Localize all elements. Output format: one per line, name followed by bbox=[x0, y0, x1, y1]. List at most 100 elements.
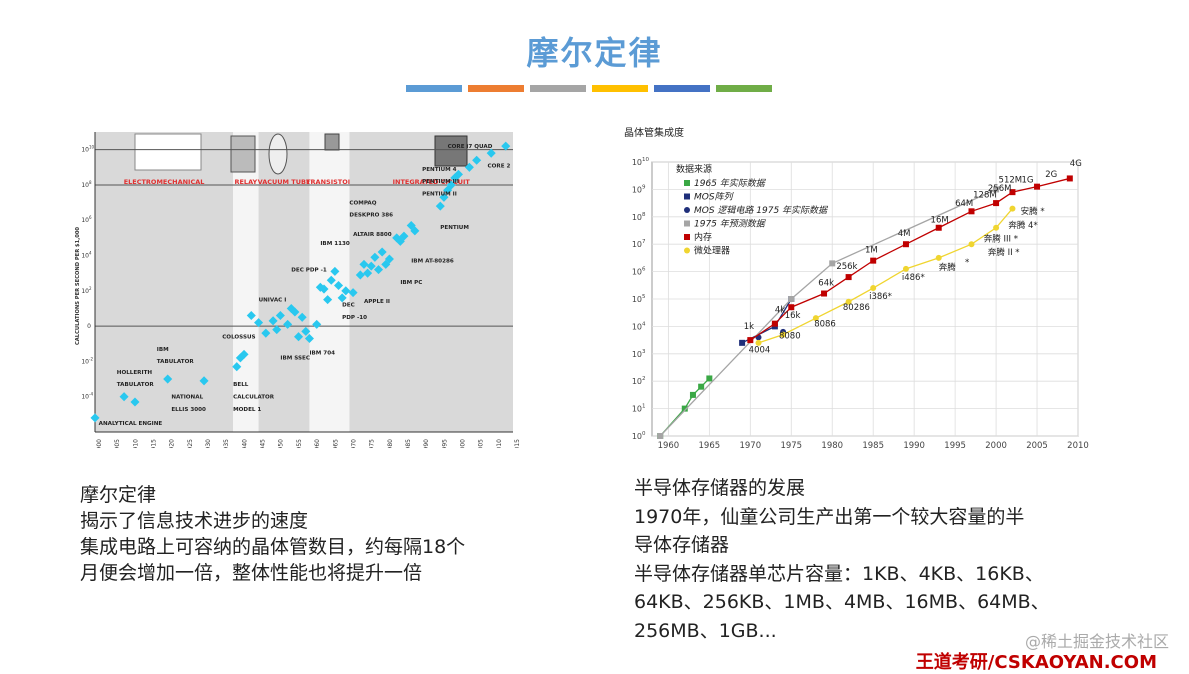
x-tick-label: 1965 bbox=[332, 439, 339, 448]
slide-title: 摩尔定律 bbox=[526, 34, 663, 72]
series-point bbox=[821, 290, 828, 297]
point-annotation: * bbox=[965, 258, 969, 268]
era-band bbox=[258, 132, 310, 432]
accent-color-bar bbox=[406, 85, 772, 92]
point-annotation: 64k bbox=[818, 278, 834, 288]
data-point bbox=[366, 261, 376, 271]
point-annotation: ANALYTICAL ENGINE bbox=[99, 421, 163, 427]
x-tick-label: 2005 bbox=[1026, 441, 1048, 451]
data-point bbox=[130, 397, 140, 407]
point-annotation: COLOSSUS bbox=[222, 334, 255, 340]
legend-label: 内存 bbox=[694, 231, 712, 243]
series-point bbox=[689, 391, 696, 398]
data-point bbox=[439, 192, 449, 202]
series-point bbox=[698, 383, 705, 390]
point-annotation: IBM 1130 bbox=[320, 241, 350, 247]
y-tick-exponent: 6 bbox=[642, 267, 646, 273]
data-point bbox=[464, 162, 474, 172]
x-tick-label: 1905 bbox=[114, 439, 121, 448]
series-point bbox=[993, 224, 1000, 231]
caption-line: 1970年，仙童公司生产出第一个较大容量的半 bbox=[634, 505, 1025, 528]
x-tick-label: 1935 bbox=[223, 439, 230, 448]
point-annotation: 512M bbox=[999, 176, 1023, 186]
data-point bbox=[337, 293, 347, 303]
point-annotation: 4M bbox=[898, 229, 911, 239]
x-tick-label: 1925 bbox=[187, 439, 194, 448]
point-annotation: NATIONAL bbox=[171, 394, 203, 400]
y-tick-label: 10 bbox=[632, 213, 642, 222]
series-point bbox=[1066, 175, 1073, 182]
y-tick-label: 10 bbox=[81, 358, 89, 365]
y-tick-exponent: 2 bbox=[642, 376, 646, 382]
y-tick-label: 10 bbox=[81, 217, 89, 224]
point-annotation: TABULATOR bbox=[117, 382, 155, 388]
y-tick-zero: 0 bbox=[87, 323, 91, 330]
point-annotation: IBM AT-80286 bbox=[411, 259, 454, 265]
vacuum-tube-illustration bbox=[268, 133, 288, 175]
legend-marker bbox=[684, 247, 690, 254]
x-tick-label: 1965 bbox=[699, 441, 721, 451]
era-label: VACUUM TUBE bbox=[258, 178, 311, 186]
data-point bbox=[359, 259, 369, 269]
x-tick-label: 2010 bbox=[496, 439, 503, 448]
point-annotation: 64M bbox=[955, 199, 973, 209]
y-tick-label: 10 bbox=[632, 377, 642, 386]
y-tick-exponent: 1 bbox=[642, 404, 646, 410]
brand-link[interactable]: 王道考研/CSKAOYAN.COM bbox=[915, 652, 1157, 673]
point-annotation: 4G bbox=[1070, 159, 1082, 169]
point-annotation: PENTIUM 4 bbox=[422, 167, 457, 173]
legend-marker bbox=[684, 234, 690, 240]
series-point bbox=[993, 186, 1000, 193]
series-point bbox=[902, 265, 909, 272]
data-point bbox=[410, 226, 420, 236]
data-point bbox=[446, 180, 456, 190]
caption-line: 揭示了信息技术进步的速度 bbox=[80, 510, 309, 532]
series-point bbox=[968, 208, 975, 215]
point-annotation: HOLLERITH bbox=[117, 370, 153, 376]
era-label: TRANSISTOR bbox=[306, 178, 353, 186]
era-label: RELAY bbox=[234, 178, 257, 186]
point-annotation: 1k bbox=[744, 322, 754, 332]
series-point bbox=[771, 320, 778, 327]
series-point bbox=[1009, 205, 1016, 212]
x-tick-label: 1950 bbox=[278, 439, 285, 448]
y-tick-label: 10 bbox=[632, 405, 642, 414]
accent-segment bbox=[592, 85, 648, 92]
y-tick-label: 10 bbox=[632, 432, 642, 441]
point-annotation: DESKPRO 386 bbox=[349, 213, 393, 219]
x-tick-label: 1980 bbox=[387, 439, 394, 448]
point-annotation: 256M bbox=[988, 184, 1012, 194]
point-annotation: 奔腾 bbox=[939, 262, 957, 273]
x-tick-label: 1990 bbox=[903, 441, 925, 451]
x-tick-label: 1985 bbox=[862, 441, 884, 451]
accent-segment bbox=[654, 85, 710, 92]
series-point bbox=[780, 331, 787, 338]
point-annotation: ELLIS 3000 bbox=[171, 407, 206, 413]
y-tick-label: 10 bbox=[632, 322, 642, 331]
point-annotation: CORE i7 QUAD bbox=[448, 144, 493, 150]
point-annotation: DEC PDP -1 bbox=[291, 267, 327, 273]
legend-marker bbox=[684, 180, 690, 186]
era-band bbox=[233, 132, 259, 432]
point-annotation: BELL bbox=[233, 382, 249, 388]
x-tick-label: 2005 bbox=[478, 439, 485, 448]
series-point bbox=[902, 241, 909, 248]
y-tick-exponent: 4 bbox=[89, 251, 92, 256]
era-band bbox=[95, 132, 234, 432]
point-annotation: PENTIUM II bbox=[422, 192, 457, 198]
point-annotation: APPLE II bbox=[364, 299, 390, 305]
x-tick-label: 1995 bbox=[944, 441, 966, 451]
point-annotation: UNIVAC I bbox=[259, 297, 287, 303]
era-label: ELECTROMECHANICAL bbox=[124, 178, 205, 186]
point-annotation: IBM SSEC bbox=[280, 356, 310, 362]
y-tick-exponent: 10 bbox=[642, 157, 649, 163]
point-annotation: i486* bbox=[902, 273, 925, 283]
legend-label: 1975 年预测数据 bbox=[694, 219, 767, 230]
x-tick-label: 1980 bbox=[821, 441, 843, 451]
series-point bbox=[845, 274, 852, 281]
point-annotation: 1G bbox=[1021, 176, 1033, 186]
series-line bbox=[659, 188, 997, 437]
point-annotation: TABULATOR bbox=[157, 359, 195, 365]
point-annotation: 80286 bbox=[843, 303, 870, 313]
series-point bbox=[812, 315, 819, 322]
